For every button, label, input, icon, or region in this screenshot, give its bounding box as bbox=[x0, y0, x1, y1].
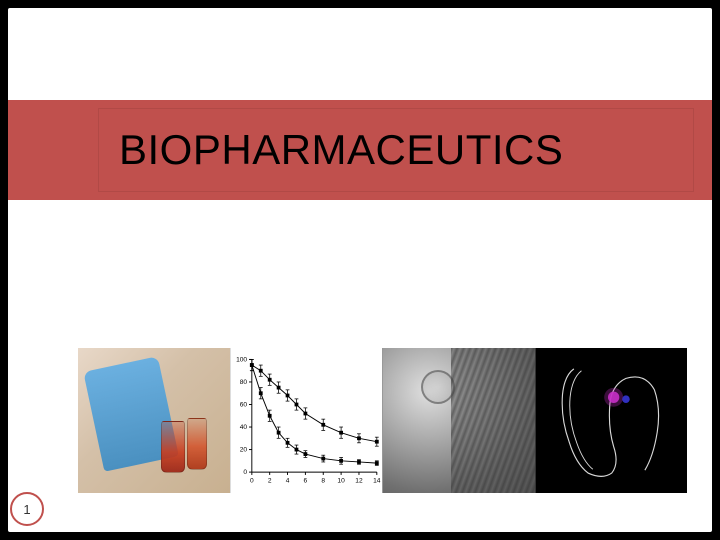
chart-svg: 0 2 4 6 8 10 12 14 0 20 40 60 80 100 bbox=[231, 348, 383, 493]
slide-title: BIOPHARMACEUTICS bbox=[119, 126, 563, 174]
svg-text:8: 8 bbox=[321, 478, 325, 485]
image-strip: 0 2 4 6 8 10 12 14 0 20 40 60 80 100 bbox=[78, 348, 687, 493]
colon-outline bbox=[562, 369, 658, 476]
panel-decay-chart: 0 2 4 6 8 10 12 14 0 20 40 60 80 100 bbox=[230, 348, 383, 493]
svg-text:4: 4 bbox=[285, 478, 289, 485]
svg-text:20: 20 bbox=[239, 446, 247, 453]
svg-text:0: 0 bbox=[243, 469, 247, 476]
panel-colon-scan bbox=[535, 348, 688, 493]
svg-text:40: 40 bbox=[239, 424, 247, 431]
slide-container: BIOPHARMACEUTICS 0 2 4 6 8 10 12 14 0 20 40 60 80 100… bbox=[8, 8, 712, 532]
svg-text:100: 100 bbox=[236, 356, 247, 363]
hotspot-glow bbox=[604, 388, 623, 407]
svg-text:2: 2 bbox=[267, 478, 271, 485]
page-number: 1 bbox=[23, 502, 30, 517]
hotspot-blue bbox=[622, 395, 630, 403]
svg-text:60: 60 bbox=[239, 401, 247, 408]
flask-icon bbox=[187, 418, 207, 470]
panel-microscopy bbox=[382, 348, 535, 493]
svg-text:10: 10 bbox=[337, 478, 345, 485]
svg-text:6: 6 bbox=[303, 478, 307, 485]
svg-text:0: 0 bbox=[249, 478, 253, 485]
page-number-badge: 1 bbox=[10, 492, 44, 526]
svg-text:14: 14 bbox=[373, 478, 381, 485]
colon-outline-inner bbox=[569, 371, 592, 469]
svg-text:80: 80 bbox=[239, 379, 247, 386]
panel-lab-photo bbox=[78, 348, 230, 493]
scan-svg bbox=[536, 348, 688, 493]
title-bar: BIOPHARMACEUTICS bbox=[8, 100, 712, 200]
title-inner: BIOPHARMACEUTICS bbox=[98, 108, 694, 192]
svg-text:12: 12 bbox=[355, 478, 363, 485]
